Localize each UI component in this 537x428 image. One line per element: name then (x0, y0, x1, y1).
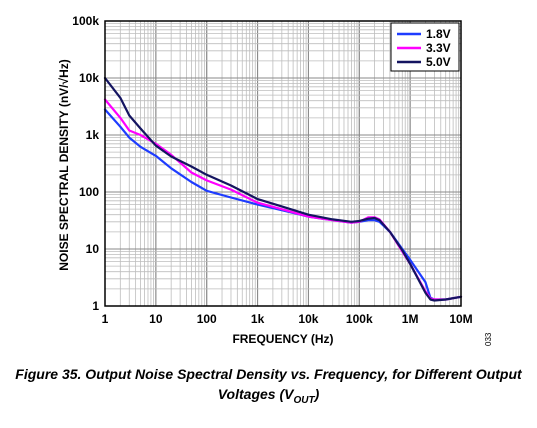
x-tick-label: 10 (149, 312, 163, 326)
series-lines (103, 76, 463, 302)
legend-label: 5.0V (426, 55, 451, 69)
noise-density-chart: 1 10 100 1k 10k 100k 1M 10M 1 10 100 1k 10k 100k FRE… (57, 14, 493, 346)
x-tick-labels: 1 10 100 1k 10k 100k 1M 10M (102, 312, 473, 326)
x-tick-label: 10k (298, 312, 318, 326)
y-tick-label: 10k (79, 71, 99, 85)
caption-end: ) (314, 386, 320, 402)
y-tick-label: 100k (72, 14, 99, 28)
caption-subscript: OUT (293, 394, 315, 406)
caption-main: Figure 35. Output Noise Spectral Density… (15, 366, 522, 402)
x-axis-title: FREQUENCY (Hz) (232, 332, 333, 346)
legend-label: 3.3V (426, 41, 451, 55)
x-tick-label: 100 (197, 312, 217, 326)
x-tick-label: 1k (251, 312, 265, 326)
x-tick-label: 1 (102, 312, 109, 326)
x-tick-label: 1M (402, 312, 419, 326)
y-tick-label: 1k (86, 128, 100, 142)
y-tick-labels: 1 10 100 1k 10k 100k (72, 14, 99, 313)
legend-label: 1.8V (426, 27, 451, 41)
y-axis-title: NOISE SPECTRAL DENSITY (nV/√Hz) (57, 59, 71, 271)
figure-id: 033 (484, 332, 493, 346)
plot-frame (104, 20, 462, 307)
legend: 1.8V3.3V5.0V (390, 22, 460, 72)
x-tick-label: 100k (346, 312, 373, 326)
y-tick-label: 1 (92, 299, 99, 313)
x-tick-label: 10M (449, 312, 472, 326)
y-tick-label: 10 (86, 242, 100, 256)
series-line-50v (103, 76, 463, 302)
y-tick-label: 100 (79, 185, 99, 199)
figure-caption: Figure 35. Output Noise Spectral Density… (0, 364, 537, 411)
